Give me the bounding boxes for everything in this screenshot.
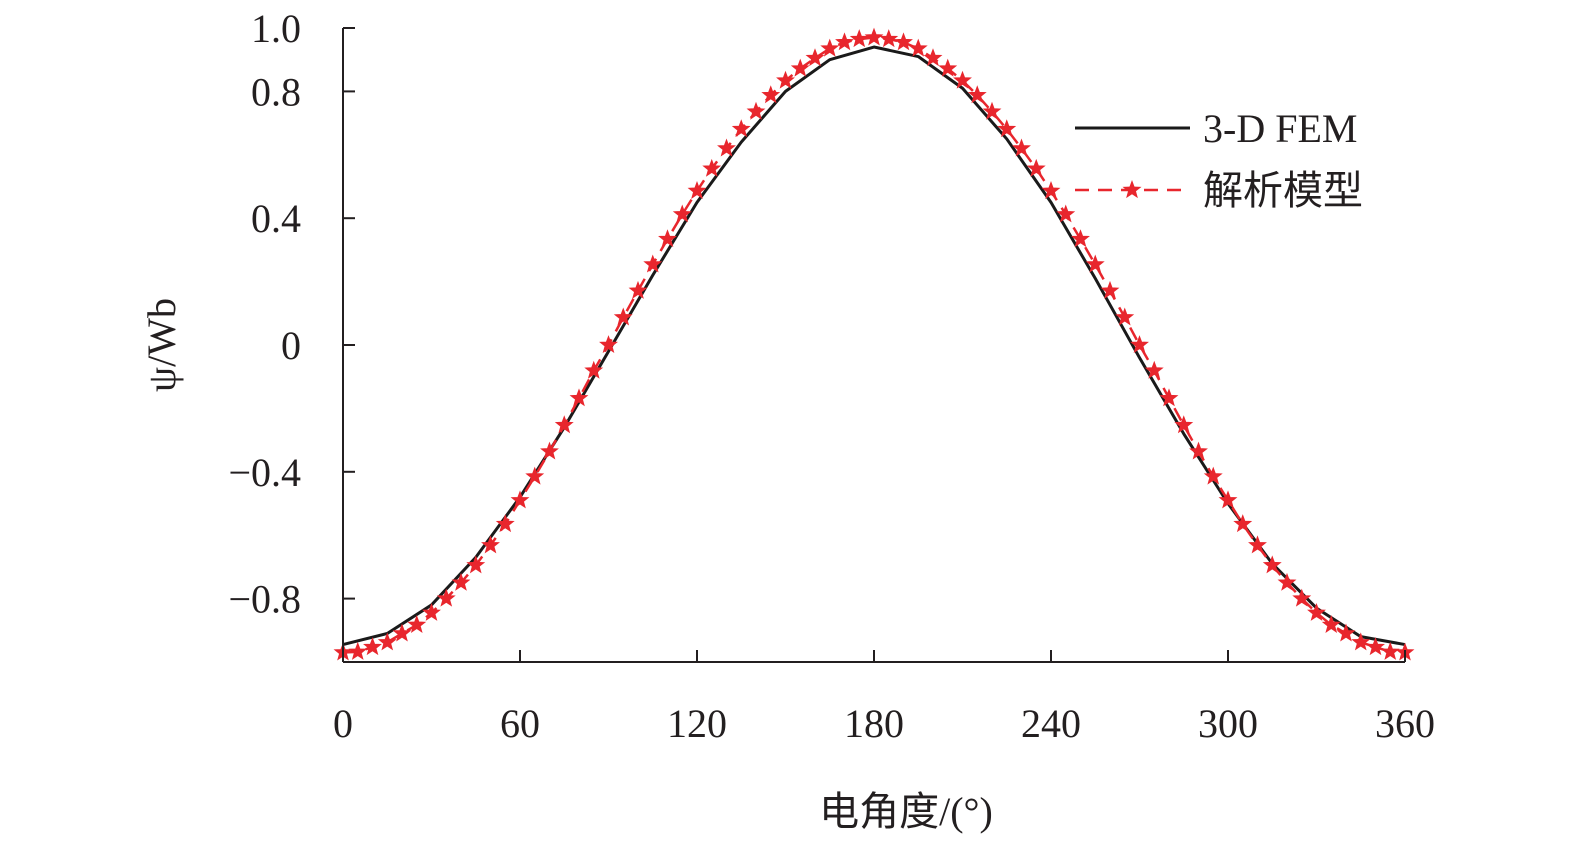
series-point xyxy=(879,29,899,48)
series-point xyxy=(1366,637,1385,656)
series-point xyxy=(717,138,736,157)
series-point xyxy=(1351,632,1371,651)
series-point xyxy=(982,101,1002,120)
series-point xyxy=(495,514,515,533)
x-ticks: 0 60 120 180 240 300 360 xyxy=(333,650,1435,746)
series-point xyxy=(1130,335,1149,354)
axes: 0 60 120 180 240 300 360 −0.8 −0.4 0 0.4 0.8 1.0 xyxy=(228,6,1435,746)
series-point xyxy=(363,637,382,656)
legend: 3-D FEM 解析模型 xyxy=(1075,106,1363,213)
legend-marker xyxy=(1122,180,1142,199)
y-tick-label: 0.4 xyxy=(251,196,301,241)
series-point xyxy=(1041,181,1061,199)
series-point xyxy=(1380,641,1400,660)
series-point xyxy=(481,535,500,554)
series-point xyxy=(1115,307,1135,326)
series-point xyxy=(746,101,766,120)
series-point xyxy=(1159,388,1179,407)
x-tick-label: 180 xyxy=(844,701,904,746)
series-point xyxy=(1174,415,1194,434)
series-point xyxy=(1248,535,1267,554)
series-point xyxy=(392,623,412,642)
y-ticks: −0.8 −0.4 0 0.4 0.8 1.0 xyxy=(228,6,355,622)
series-point xyxy=(849,29,869,48)
series-point xyxy=(923,48,943,67)
series-point xyxy=(525,466,545,485)
series-point xyxy=(835,32,854,51)
x-tick-label: 0 xyxy=(333,701,353,746)
series-point xyxy=(1085,254,1105,273)
series-point xyxy=(540,441,559,460)
series-point xyxy=(1071,229,1090,248)
x-axis-title: 电角度/(°) xyxy=(819,789,993,834)
series-point xyxy=(1262,555,1282,574)
series-point xyxy=(422,602,441,621)
plot-series xyxy=(333,27,1415,661)
series-point xyxy=(643,254,663,273)
series-point xyxy=(510,490,530,509)
series-point xyxy=(1203,466,1223,485)
series-point xyxy=(1144,360,1164,379)
series-point xyxy=(790,58,810,77)
series-point xyxy=(864,27,884,46)
series-point xyxy=(953,70,972,89)
series-point xyxy=(938,58,958,77)
series-point xyxy=(599,335,618,354)
series-point xyxy=(554,415,574,434)
series-point xyxy=(1336,623,1356,642)
x-tick-label: 360 xyxy=(1375,701,1435,746)
y-tick-label: −0.8 xyxy=(228,577,301,622)
series-point xyxy=(451,572,471,591)
y-tick-label: 1.0 xyxy=(251,6,301,51)
x-tick-label: 240 xyxy=(1021,701,1081,746)
series-point xyxy=(436,588,456,607)
series-point xyxy=(613,307,633,326)
legend-label-0: 3-D FEM xyxy=(1203,106,1357,151)
series-point xyxy=(1056,204,1076,223)
series-point xyxy=(1026,158,1046,177)
series-point xyxy=(805,48,825,67)
series-point xyxy=(1189,441,1208,460)
series-point xyxy=(1277,572,1297,591)
series-point xyxy=(1218,490,1238,509)
series-point xyxy=(997,119,1017,138)
series-point xyxy=(820,38,840,57)
series-point xyxy=(1292,588,1312,607)
x-tick-label: 300 xyxy=(1198,701,1258,746)
series-point xyxy=(672,204,692,223)
series-point xyxy=(407,614,427,633)
series-point xyxy=(967,85,987,104)
series-point xyxy=(1321,614,1341,633)
y-axis-title: ψ/Wb xyxy=(139,298,184,392)
y-tick-label: 0 xyxy=(281,323,301,368)
series-point xyxy=(761,85,781,104)
series-point xyxy=(348,641,368,660)
series-point xyxy=(687,181,707,199)
series-point xyxy=(569,388,589,407)
series-point xyxy=(731,119,751,138)
series-point xyxy=(658,229,677,248)
series-point xyxy=(1100,280,1120,299)
series-point xyxy=(1233,514,1253,533)
series-point xyxy=(1012,138,1031,157)
series-point xyxy=(894,32,913,51)
y-tick-label: −0.4 xyxy=(228,450,301,495)
x-tick-label: 120 xyxy=(667,701,727,746)
series-point xyxy=(1307,602,1326,621)
series-point xyxy=(377,632,397,651)
legend-label-1: 解析模型 xyxy=(1203,168,1363,213)
series-point xyxy=(908,38,928,57)
x-tick-label: 60 xyxy=(500,701,540,746)
series-point xyxy=(628,280,648,299)
series-point xyxy=(466,555,486,574)
series-point xyxy=(584,360,604,379)
y-tick-label: 0.8 xyxy=(251,69,301,114)
series-point xyxy=(702,158,722,177)
series-point xyxy=(776,70,795,89)
